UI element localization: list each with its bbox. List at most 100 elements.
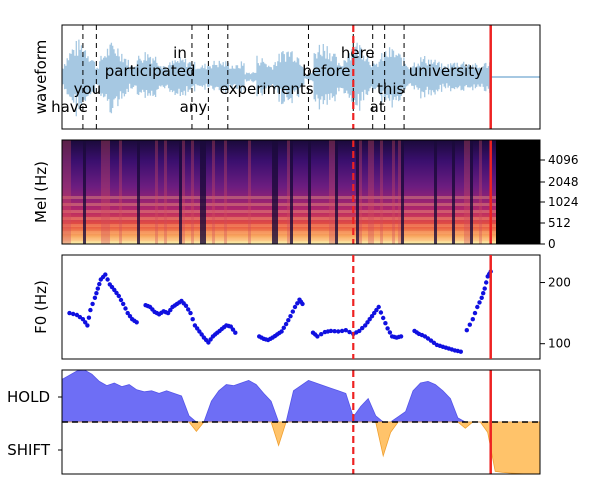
- f0-yticks: 100 200: [540, 276, 571, 351]
- mel-tick-label: 512: [548, 216, 571, 230]
- word-label: participated: [105, 62, 196, 80]
- spectrogram-frame: [61, 139, 541, 245]
- spectrogram-burst: [182, 140, 185, 244]
- f0-point: [83, 320, 88, 325]
- f0-point: [484, 280, 489, 285]
- f0-point: [85, 323, 90, 328]
- hold-label: HOLD: [7, 388, 50, 406]
- f0-point: [195, 326, 200, 331]
- f0-point: [199, 332, 204, 337]
- f0-point: [360, 325, 365, 331]
- mel-ylabel: Mel (Hz): [32, 161, 50, 223]
- f0-point: [186, 307, 191, 312]
- spectrogram-burst: [212, 140, 215, 244]
- f0-point: [230, 327, 236, 332]
- f0-point: [233, 330, 238, 335]
- spectrogram-burst: [467, 140, 470, 244]
- spectrogram-burst: [371, 140, 374, 244]
- spectrogram-burst: [368, 140, 371, 244]
- shift-label: SHIFT: [7, 441, 51, 459]
- spectrogram-burst: [104, 140, 107, 244]
- f0-point: [97, 281, 102, 287]
- f0-point: [336, 329, 341, 334]
- word-label: have: [51, 98, 88, 116]
- f0-tick-label: 100: [548, 337, 571, 351]
- word-label: at: [370, 98, 385, 116]
- f0-point: [283, 321, 289, 327]
- f0-point: [481, 291, 486, 296]
- f0-point: [288, 314, 293, 319]
- mel-tick-label: 2048: [548, 175, 579, 189]
- f0-point: [168, 307, 173, 313]
- f0-point: [86, 315, 92, 320]
- word-label: before: [302, 62, 350, 80]
- f0-point: [92, 295, 98, 300]
- f0-tick-label: 200: [548, 276, 571, 290]
- f0-point: [357, 328, 362, 334]
- f0-point: [363, 323, 368, 328]
- word-label: any: [180, 98, 208, 116]
- f0-point: [188, 310, 193, 316]
- spectrogram-gap: [335, 140, 338, 244]
- spectrogram-burst: [287, 140, 290, 244]
- word-label: this: [377, 80, 405, 98]
- f0-point: [315, 334, 320, 339]
- f0-point: [477, 300, 482, 305]
- f0-point: [332, 329, 337, 334]
- f0-point: [88, 307, 93, 313]
- f0-point: [206, 340, 211, 345]
- f0-point: [300, 301, 305, 307]
- f0-point: [365, 320, 370, 325]
- f0-point: [472, 310, 478, 316]
- spectrogram-burst: [107, 140, 110, 244]
- mel-tick-label: 0: [548, 237, 556, 251]
- f0-frame: [61, 254, 541, 360]
- f0-panel: 100 200 F0 (Hz): [32, 254, 571, 360]
- f0-point: [279, 329, 284, 334]
- spectrogram-burst: [380, 140, 383, 244]
- spectrogram-gap: [434, 140, 437, 244]
- spectrogram-markers: [352, 140, 492, 244]
- f0-point: [385, 326, 390, 331]
- spectrogram-gap: [308, 140, 311, 244]
- f0-point: [482, 286, 487, 291]
- f0-point: [80, 317, 86, 322]
- f0-point: [183, 303, 189, 308]
- spectrogram-burst: [329, 140, 332, 244]
- f0-point: [286, 318, 291, 323]
- f0-point: [190, 317, 195, 322]
- word-label: in: [173, 44, 187, 62]
- waveform-markers: [352, 25, 492, 129]
- f0-point: [387, 330, 393, 335]
- spectrogram-gap: [179, 140, 182, 244]
- f0-point: [467, 322, 472, 327]
- f0-point: [383, 321, 388, 326]
- f0-point: [290, 309, 295, 314]
- waveform-trace: [62, 39, 540, 117]
- f0-point: [103, 272, 108, 277]
- spectrogram-harmonics: [62, 196, 496, 244]
- word-label: university: [409, 62, 483, 80]
- f0-point: [292, 304, 298, 310]
- f0-point: [367, 317, 372, 322]
- spectrogram-burst: [392, 140, 395, 244]
- f0-point: [118, 297, 124, 303]
- spectrogram-silence: [496, 140, 540, 244]
- spectrogram-gap: [356, 140, 359, 244]
- mel-tick-label: 4096: [548, 153, 579, 167]
- f0-point: [458, 349, 463, 354]
- f0-point: [121, 301, 126, 307]
- spectrogram-burst: [332, 140, 335, 244]
- spectrogram-burst: [224, 140, 227, 244]
- f0-point: [328, 328, 334, 334]
- f0-point: [479, 295, 484, 300]
- f0-point: [475, 304, 480, 310]
- f0-point: [381, 315, 386, 321]
- f0-point: [123, 306, 128, 311]
- word-label: you: [74, 80, 102, 98]
- spectrogram-burst: [62, 140, 65, 244]
- f0-point: [116, 293, 122, 299]
